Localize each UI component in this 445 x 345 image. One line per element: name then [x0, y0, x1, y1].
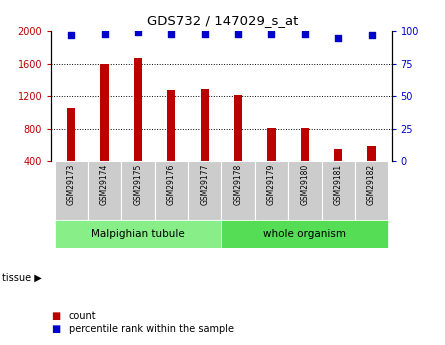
- Bar: [134, 58, 142, 194]
- Bar: [201, 89, 209, 194]
- Bar: [67, 108, 75, 194]
- Bar: [155, 161, 188, 220]
- Text: tissue ▶: tissue ▶: [2, 273, 42, 283]
- Text: GSM29176: GSM29176: [167, 164, 176, 205]
- Point: [268, 31, 275, 37]
- Text: Malpighian tubule: Malpighian tubule: [91, 229, 185, 239]
- Text: GSM29174: GSM29174: [100, 164, 109, 205]
- Bar: [267, 128, 275, 194]
- Text: whole organism: whole organism: [263, 229, 346, 239]
- Bar: [101, 63, 109, 194]
- Text: percentile rank within the sample: percentile rank within the sample: [69, 325, 234, 334]
- Text: count: count: [69, 311, 97, 321]
- Bar: [88, 161, 121, 220]
- Bar: [222, 161, 255, 220]
- Bar: [55, 161, 88, 220]
- Bar: [355, 161, 388, 220]
- Bar: [368, 146, 376, 194]
- Point: [301, 31, 308, 37]
- Bar: [121, 161, 155, 220]
- Bar: [322, 161, 355, 220]
- Point: [68, 32, 75, 38]
- Point: [335, 35, 342, 40]
- Text: GSM29181: GSM29181: [334, 164, 343, 205]
- Bar: [288, 161, 322, 220]
- Point: [201, 31, 208, 37]
- Bar: [222, 220, 388, 248]
- Bar: [334, 149, 342, 194]
- Point: [368, 32, 375, 38]
- Text: GSM29180: GSM29180: [300, 164, 309, 205]
- Text: ■: ■: [51, 311, 61, 321]
- Text: GSM29173: GSM29173: [67, 164, 76, 205]
- Text: GSM29179: GSM29179: [267, 164, 276, 205]
- Text: ■: ■: [51, 325, 61, 334]
- Bar: [234, 95, 242, 194]
- Text: GSM29178: GSM29178: [234, 164, 243, 205]
- Bar: [301, 128, 309, 194]
- Text: GSM29182: GSM29182: [367, 164, 376, 205]
- Point: [235, 31, 242, 37]
- Point: [101, 31, 108, 37]
- Bar: [255, 161, 288, 220]
- Point: [168, 31, 175, 37]
- Text: GSM29177: GSM29177: [200, 164, 209, 205]
- Text: GSM29175: GSM29175: [134, 164, 142, 205]
- Point: [134, 30, 142, 35]
- Text: GDS732 / 147029_s_at: GDS732 / 147029_s_at: [147, 14, 298, 27]
- Bar: [188, 161, 222, 220]
- Bar: [167, 90, 175, 194]
- Bar: [55, 220, 222, 248]
